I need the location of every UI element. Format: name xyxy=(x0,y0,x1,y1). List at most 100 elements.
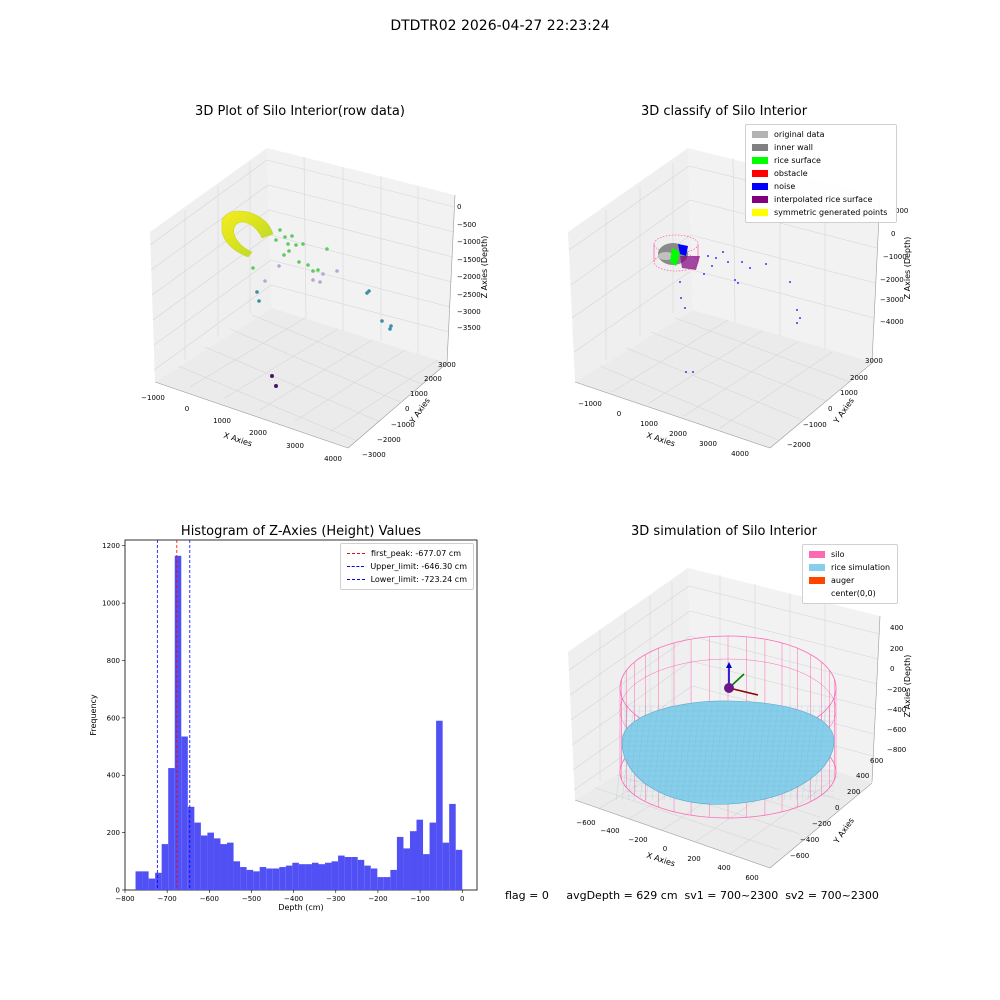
y-tick-label: 400 xyxy=(107,772,120,780)
x-tick-label: −700 xyxy=(158,895,177,903)
legend-item: inner wall xyxy=(752,141,890,154)
legend-swatch xyxy=(809,590,825,597)
p4-ztick: 0 xyxy=(890,665,894,673)
histogram-bar xyxy=(305,864,312,890)
histogram-bar xyxy=(364,865,371,890)
p4-ztick: −400 xyxy=(887,706,906,714)
legend-swatch xyxy=(752,183,768,190)
histogram-bar xyxy=(213,838,221,890)
p1-xtick: 1000 xyxy=(213,417,231,425)
x-tick-label: −100 xyxy=(410,895,429,903)
x-tick-label: −300 xyxy=(326,895,345,903)
p4-xtick: 400 xyxy=(717,864,730,872)
p1-ztick: 0 xyxy=(457,203,461,211)
auger-center xyxy=(724,683,734,693)
histogram-bar xyxy=(449,803,456,890)
histogram-bar xyxy=(181,736,188,890)
p4-ytick: −600 xyxy=(790,852,809,860)
p1-ylabel: Y Axies xyxy=(407,396,432,426)
p1-ytick: 3000 xyxy=(438,361,456,369)
histogram-bar xyxy=(370,868,378,890)
histogram-bar xyxy=(200,835,208,890)
panel2-back-pane-left xyxy=(568,148,693,382)
status-line: flag = 0 avgDepth = 629 cm sv1 = 700~230… xyxy=(505,889,879,902)
x-tick-label: −600 xyxy=(200,895,219,903)
p4-ytick: −400 xyxy=(800,836,819,844)
p2-ztick: −2000 xyxy=(880,276,904,284)
p4-ztick: −600 xyxy=(887,726,906,734)
p2-ytick: −2000 xyxy=(787,441,811,449)
panel1-title: 3D Plot of Silo Interior(row data) xyxy=(195,104,405,119)
p2-ytick: 1000 xyxy=(840,389,858,397)
histogram-bar xyxy=(357,859,365,890)
p2-ztick: −1000 xyxy=(883,253,907,261)
rice-surface-mesh xyxy=(615,705,834,801)
histogram-bar xyxy=(135,871,143,890)
histogram-bar xyxy=(148,878,156,890)
histogram-axes: −800 −700 −600 −500 −400 −300 −200 −100 0 0 200 40… xyxy=(89,539,478,912)
legend-label: first_peak: -677.07 cm xyxy=(371,549,462,558)
legend-line xyxy=(347,579,365,580)
x-tick-label: −200 xyxy=(368,895,387,903)
p1-ytick: 0 xyxy=(405,405,409,413)
rice-simulation xyxy=(615,700,835,805)
legend-item: interpolated rice surface xyxy=(752,193,890,206)
legend-label: original data xyxy=(774,130,825,139)
legend-label: interpolated rice surface xyxy=(774,195,873,204)
histogram-bar xyxy=(220,844,228,890)
figure-title: DTDTR02 2026-04-27 22:23:24 xyxy=(390,18,610,34)
histogram-bar xyxy=(436,720,443,890)
legend-label: noise xyxy=(774,182,796,191)
p1-ztick: −2000 xyxy=(457,273,481,281)
histogram-bar xyxy=(207,832,214,890)
histogram-bar xyxy=(298,864,306,890)
p1-ytick: 1000 xyxy=(410,390,428,398)
legend-label: symmetric generated points xyxy=(774,208,888,217)
histogram-bar xyxy=(442,842,450,890)
p4-ztick: −800 xyxy=(887,746,906,754)
x-tick-label: 0 xyxy=(460,895,464,903)
y-tick-label: 1200 xyxy=(102,542,120,550)
legend-line xyxy=(347,553,365,554)
legend-swatch xyxy=(809,564,825,571)
x-tick-label: −800 xyxy=(115,895,134,903)
legend-line xyxy=(347,566,365,567)
p2-noise-points xyxy=(679,251,801,373)
x-tick-label: −400 xyxy=(284,895,303,903)
p4-ztick: 200 xyxy=(890,645,903,653)
legend-item: original data xyxy=(752,128,890,141)
p1-yellow-surface xyxy=(221,210,274,258)
p4-xtick: 0 xyxy=(663,845,667,853)
p1-teal-points xyxy=(255,289,393,331)
p2-interpolated-surface xyxy=(680,256,700,270)
p1-ytick: 2000 xyxy=(424,375,442,383)
histogram-bar xyxy=(331,861,339,890)
p4-ytick: 200 xyxy=(847,788,860,796)
legend-swatch xyxy=(752,157,768,164)
legend-label: Lower_limit: -723.24 cm xyxy=(370,575,467,584)
panel2-floor-pane xyxy=(575,310,872,448)
histogram-bar xyxy=(259,867,267,890)
histogram-bar xyxy=(344,857,352,890)
histogram-bar xyxy=(161,844,169,890)
histogram-xticks: −800 −700 −600 −500 −400 −300 −200 −100 0 xyxy=(115,890,464,903)
p1-xtick: 4000 xyxy=(324,455,342,463)
histogram-bar xyxy=(155,872,162,890)
panel2-legend: original data inner wall rice surface ob… xyxy=(745,124,897,223)
p2-ztick: −4000 xyxy=(880,318,904,326)
p4-ylabel: Y Axies xyxy=(831,816,856,846)
histogram-ylabel: Frequency xyxy=(89,694,98,736)
histogram-bar xyxy=(187,806,195,890)
histogram-bar xyxy=(142,871,149,890)
panel2-points xyxy=(653,234,801,373)
histogram-bar xyxy=(396,836,404,890)
p2-original-data xyxy=(658,252,674,260)
histogram-bar xyxy=(390,869,397,890)
histogram-bar xyxy=(383,877,391,890)
p4-zlabel: Z Axies (Depth) xyxy=(903,655,912,718)
histogram-bar xyxy=(416,819,424,890)
legend-label: inner wall xyxy=(774,143,814,152)
p4-xtick: 200 xyxy=(687,855,700,863)
p1-ztick: −500 xyxy=(457,221,476,229)
